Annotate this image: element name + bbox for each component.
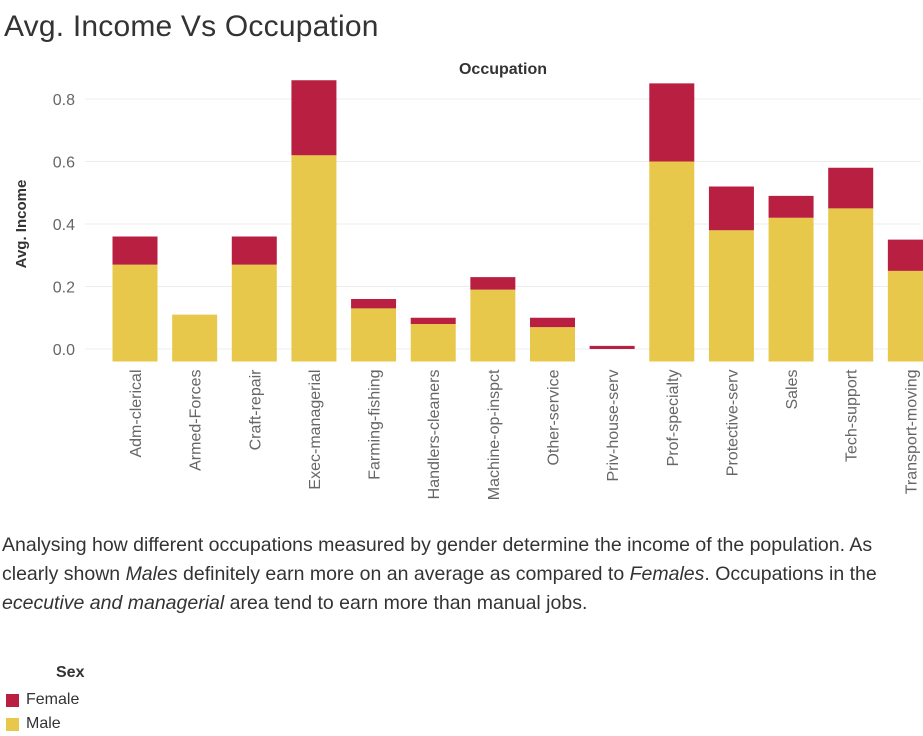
y-tick-label: 0.4 — [53, 217, 75, 234]
description-text: Analysing how different occupations meas… — [2, 531, 907, 618]
description-part: definitely earn more on an average as co… — [177, 563, 630, 585]
bar-male — [887, 270, 923, 362]
description-emphasis: ececutive and managerial — [2, 592, 225, 614]
x-tick-label: Armed-Forces — [188, 370, 205, 471]
x-tick-label: Priv-house-serv — [605, 370, 622, 482]
legend-item-female[interactable]: Female — [6, 688, 84, 712]
bar-male — [708, 230, 754, 362]
x-tick-label: Transport-moving — [903, 370, 920, 495]
legend-label-male: Male — [26, 715, 61, 732]
legend-label-female: Female — [26, 691, 80, 708]
y-tick-label: 0.8 — [53, 92, 75, 109]
bar-male — [291, 155, 337, 362]
y-tick-label: 0.6 — [53, 155, 75, 172]
x-tick-label: Adm-clerical — [128, 370, 145, 458]
bar-male — [172, 314, 218, 362]
stacked-bar-chart: Occupation Avg. Income 0.0 0.2 0.4 0.6 0.8 Adm-… — [13, 61, 923, 500]
x-tick-label: Protective-serv — [724, 370, 741, 477]
x-tick-label: Machine-op-inspct — [486, 369, 503, 500]
legend-item-male[interactable]: Male — [6, 712, 84, 736]
chart-title: Avg. Income Vs Occupation — [4, 10, 379, 43]
y-tick-label: 0.0 — [53, 342, 75, 359]
description-part: Analysing how different occupations meas… — [2, 534, 873, 585]
legend: Sex Female Male — [6, 664, 84, 736]
legend-title: Sex — [56, 664, 85, 681]
legend-swatch-female — [6, 693, 19, 707]
bar-male — [828, 208, 874, 362]
x-tick-label: Sales — [784, 370, 801, 410]
x-tick-label: Prof-specialty — [665, 370, 682, 467]
bar-female — [291, 80, 337, 156]
bar-male — [649, 161, 695, 362]
bar-female — [112, 236, 158, 265]
description-emphasis: Females — [629, 563, 705, 585]
bar-male — [530, 327, 575, 362]
legend-swatch-male — [6, 717, 19, 731]
bar-male — [410, 324, 456, 362]
bar-female — [351, 299, 397, 309]
bar-female — [530, 317, 575, 328]
description-part: . Occupations in the — [704, 563, 877, 585]
bar-female — [708, 186, 754, 231]
bar-male — [351, 308, 397, 362]
bar-female — [231, 236, 277, 265]
y-tick-label: 0.2 — [53, 280, 75, 297]
bar-male — [112, 264, 158, 362]
bar-male — [470, 289, 516, 362]
description-part: area tend to earn more than manual jobs. — [224, 592, 588, 614]
bar-female — [649, 83, 695, 162]
x-tick-label: Tech-support — [844, 369, 861, 462]
bar-female — [768, 195, 814, 218]
bar-female — [470, 277, 516, 290]
bar-female — [828, 167, 874, 209]
bar-male — [231, 264, 277, 362]
bar-female — [589, 345, 635, 349]
x-tick-label: Exec-managerial — [307, 370, 324, 490]
bar-male — [768, 217, 814, 362]
x-tick-label: Farming-fishing — [367, 370, 384, 480]
column-header: Occupation — [459, 61, 547, 78]
x-tick-label: Craft-repair — [247, 369, 264, 451]
y-axis-label: Avg. Income — [13, 180, 30, 269]
x-tick-label: Other-service — [546, 369, 563, 465]
bar-female — [410, 317, 456, 324]
x-tick-label: Handlers-cleaners — [426, 370, 443, 500]
description-emphasis: Males — [125, 563, 178, 585]
bar-female — [887, 239, 923, 271]
